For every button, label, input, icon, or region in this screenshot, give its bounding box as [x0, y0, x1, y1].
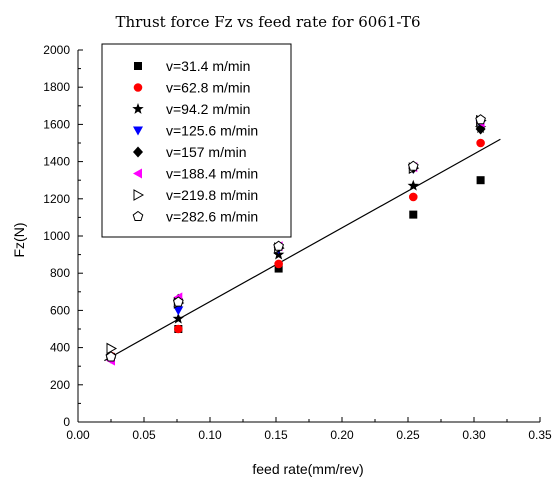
- legend-marker: [132, 210, 144, 222]
- x-tick-label: 0.20: [330, 428, 354, 442]
- data-point: [273, 240, 284, 251]
- data-point: [106, 342, 118, 355]
- fit-line: [104, 138, 501, 362]
- y-tick-label: 800: [50, 266, 70, 280]
- x-tick-label: 0.05: [132, 428, 156, 442]
- data-point: [274, 259, 283, 269]
- legend-label: v=219.8 m/min: [166, 187, 258, 203]
- legend-label: v=94.2 m/min: [166, 101, 250, 117]
- data-point: [408, 192, 418, 202]
- legend-marker: [133, 146, 143, 158]
- data-point: [272, 248, 285, 260]
- legend-marker: [133, 126, 143, 136]
- legend-label: v=125.6 m/min: [166, 123, 258, 139]
- y-tick-label: 1800: [43, 80, 70, 94]
- data-point: [407, 179, 419, 191]
- data-point: [172, 312, 185, 324]
- data-point: [105, 351, 117, 362]
- y-tick-label: 400: [50, 341, 70, 355]
- legend-marker: [133, 168, 142, 179]
- data-point: [475, 114, 486, 125]
- y-tick-label: 600: [50, 303, 70, 317]
- legend-label: v=157 m/min: [166, 144, 247, 160]
- y-tick-label: 1600: [43, 117, 70, 131]
- y-tick-label: 0: [63, 415, 70, 429]
- data-point: [409, 210, 418, 219]
- legend: v=31.4 m/min v=62.8 m/min v=94.2 m/min v=12…: [101, 43, 292, 238]
- x-tick-label: 0.35: [528, 428, 552, 442]
- axes: 0.00 0.05 0.10 0.15 0.20 0.25 0.30 0.35 0 200 400 6…: [43, 43, 552, 442]
- data-point: [476, 138, 485, 148]
- x-axis-label: feed rate(mm/rev): [252, 461, 363, 477]
- legend-label: v=282.6 m/min: [166, 209, 258, 225]
- data-point: [174, 324, 183, 334]
- fit-line-group: [104, 138, 501, 362]
- legend-label: v=188.4 m/min: [166, 166, 258, 182]
- x-tick-label: 0.10: [198, 428, 222, 442]
- y-tick-label: 1400: [43, 155, 70, 169]
- legend-marker: [132, 103, 144, 114]
- data-points: [105, 114, 487, 366]
- y-tick-label: 2000: [43, 43, 70, 57]
- legend-box: [101, 43, 292, 238]
- data-point: [173, 306, 184, 316]
- y-tick-label: 200: [50, 378, 70, 392]
- chart-title: Thrust force Fz vs feed rate for 6061-T6: [115, 13, 420, 31]
- data-point: [172, 296, 184, 307]
- data-point: [274, 264, 283, 273]
- y-axis-label: Fz(N): [11, 223, 27, 258]
- legend-label: v=31.4 m/min: [166, 58, 250, 74]
- x-tick-label: 0.15: [264, 428, 288, 442]
- y-tick-label: 1200: [43, 192, 70, 206]
- data-point: [407, 160, 419, 171]
- x-tick-label: 0.30: [462, 428, 486, 442]
- legend-label: v=62.8 m/min: [166, 80, 250, 96]
- legend-marker: [133, 83, 143, 92]
- legend-marker: [134, 62, 142, 70]
- x-tick-label: 0.00: [66, 428, 90, 442]
- legend-marker: [133, 189, 145, 201]
- x-tick-label: 0.25: [396, 428, 420, 442]
- data-point: [476, 176, 485, 185]
- y-tick-label: 1000: [43, 229, 70, 243]
